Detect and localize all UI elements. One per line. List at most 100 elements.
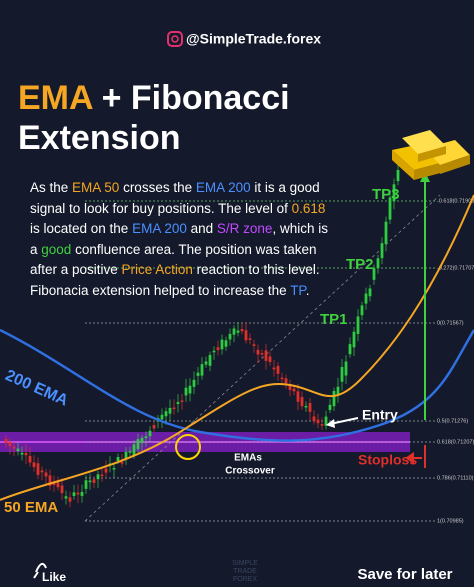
candle [64, 496, 68, 499]
candle [256, 349, 260, 355]
candle [80, 491, 84, 496]
description: As the EMA 50 crosses the EMA 200 it is … [30, 178, 330, 302]
candle [44, 472, 48, 477]
highlight: S/R zone [216, 221, 273, 237]
candle [96, 474, 100, 480]
candle [148, 430, 152, 437]
fib-label: -0.618(0.71908) [437, 198, 474, 204]
crossover-label: Crossover [225, 466, 275, 477]
candle [324, 416, 328, 426]
text: reaction to this level. Fibonacia extens… [30, 262, 320, 298]
text: , which is a [30, 221, 328, 257]
text: and [186, 221, 217, 237]
ema200-label: 200 EMA [3, 367, 71, 410]
like[interactable]: Like [42, 570, 66, 584]
candle [52, 483, 56, 486]
highlight: EMA 200 [195, 180, 251, 195]
text: As the [30, 180, 73, 195]
candle [72, 492, 76, 496]
fib-label: 1(0.70985) [437, 518, 464, 524]
candle [332, 390, 336, 407]
highlight: TP [290, 282, 306, 298]
candle [328, 404, 332, 411]
text: is located on the [30, 221, 133, 237]
candle [168, 407, 172, 414]
like-icon [33, 562, 47, 579]
candle [160, 414, 164, 420]
tp-label: TP3 [372, 186, 400, 203]
candle [268, 356, 272, 362]
fib-label: 0.5(0.71276) [437, 418, 468, 424]
candle [180, 400, 184, 402]
title-highlight: EMA [18, 79, 94, 117]
candle [368, 288, 372, 297]
candle [176, 402, 180, 404]
candle [380, 243, 384, 259]
candle [372, 268, 376, 280]
fib-label: 0(0.71567) [437, 320, 464, 326]
candle [216, 347, 220, 351]
candle [204, 361, 208, 365]
tp-label: TP2 [346, 256, 374, 273]
candle [140, 437, 144, 444]
candle [36, 463, 40, 475]
fib-label: -0.272(0.71707) [437, 265, 474, 271]
watermark: SIMPLE [232, 560, 258, 567]
ema50-line [0, 194, 474, 501]
candle [360, 305, 364, 316]
crossover-label: EMAs [234, 453, 262, 464]
candle [296, 391, 300, 402]
candle [20, 452, 24, 455]
candle [40, 470, 44, 473]
trendline [84, 194, 441, 522]
candle [88, 480, 92, 483]
save-for-later[interactable]: Save for later [357, 566, 452, 583]
candle [48, 475, 52, 486]
entry-arrowhead [326, 419, 335, 428]
candle [200, 364, 204, 376]
watermark: TRADE [233, 568, 257, 575]
entry-label: Entry [362, 407, 398, 423]
candle [112, 468, 116, 470]
candle [116, 457, 120, 462]
instagram-icon [167, 31, 183, 47]
candle [24, 453, 28, 456]
candle [320, 424, 324, 426]
candle [224, 340, 228, 347]
candle [252, 344, 256, 346]
candle [128, 451, 132, 453]
candle [384, 221, 388, 244]
candle [300, 396, 304, 407]
candle [264, 350, 268, 361]
candle [272, 367, 276, 370]
candle [60, 485, 64, 494]
candle [396, 169, 400, 182]
candle [172, 407, 176, 410]
candle [8, 442, 12, 447]
highlight: EMA 50 [72, 180, 120, 195]
candle [76, 492, 80, 495]
crossover-circle [175, 434, 201, 460]
candle [208, 354, 212, 366]
candle [292, 388, 296, 392]
candle [120, 462, 124, 464]
candle [244, 330, 248, 341]
ema50-label: 50 EMA [4, 499, 58, 516]
ema200-line [0, 328, 474, 442]
candle [132, 444, 136, 456]
candle [376, 258, 380, 269]
candle [104, 468, 108, 473]
highlight: good [41, 241, 72, 257]
candle [12, 446, 16, 449]
highlight: 0.618 [291, 200, 326, 216]
candle [56, 482, 60, 488]
tp-label: TP1 [320, 311, 348, 328]
candle [144, 436, 148, 439]
candle [388, 197, 392, 220]
candle [16, 448, 20, 452]
candle [340, 367, 344, 382]
stoploss-label: Stoploss [358, 452, 417, 468]
candle [212, 350, 216, 353]
